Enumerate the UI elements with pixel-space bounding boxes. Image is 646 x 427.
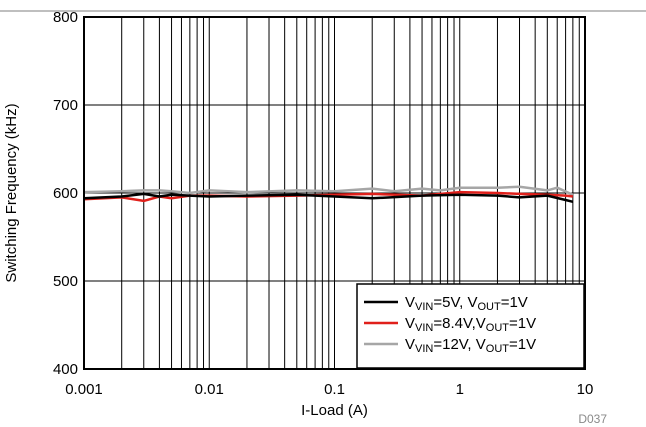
y-tick-label: 500 — [53, 273, 78, 290]
legend-box — [356, 283, 585, 369]
series-line-3 — [83, 185, 574, 196]
y-tick-label: 700 — [53, 97, 78, 114]
x-tick-labels: 0.001 0.01 0.1 1 10 — [65, 381, 593, 398]
series-layer — [83, 185, 574, 204]
x-axis-title: I-Load (A) — [301, 402, 368, 419]
x-tick-label: 1 — [456, 381, 464, 398]
y-tick-label: 400 — [53, 361, 78, 378]
x-tick-label: 0.1 — [324, 381, 345, 398]
legend-entry: VVIN=8.4V,VOUT=1V — [405, 315, 536, 334]
y-axis-title: Switching Frequency (kHz) — [3, 103, 20, 282]
legend-entry: VVIN=12V, VOUT=1V — [405, 336, 536, 355]
y-tick-label: 800 — [53, 9, 78, 26]
figure-id: D037 — [578, 412, 607, 426]
y-tick-label: 600 — [53, 185, 78, 202]
series-line-1 — [83, 192, 574, 204]
legend: VVIN=5V, VOUT=1V VVIN=8.4V,VOUT=1V VVIN=12… — [356, 283, 585, 369]
x-tick-label: 0.001 — [65, 381, 103, 398]
x-tick-label: 10 — [577, 381, 594, 398]
x-tick-label: 0.01 — [195, 381, 224, 398]
plot-frame — [83, 16, 586, 370]
y-tick-labels: 400 500 600 700 800 — [53, 9, 78, 378]
legend-entry: VVIN=5V, VOUT=1V — [405, 294, 528, 313]
